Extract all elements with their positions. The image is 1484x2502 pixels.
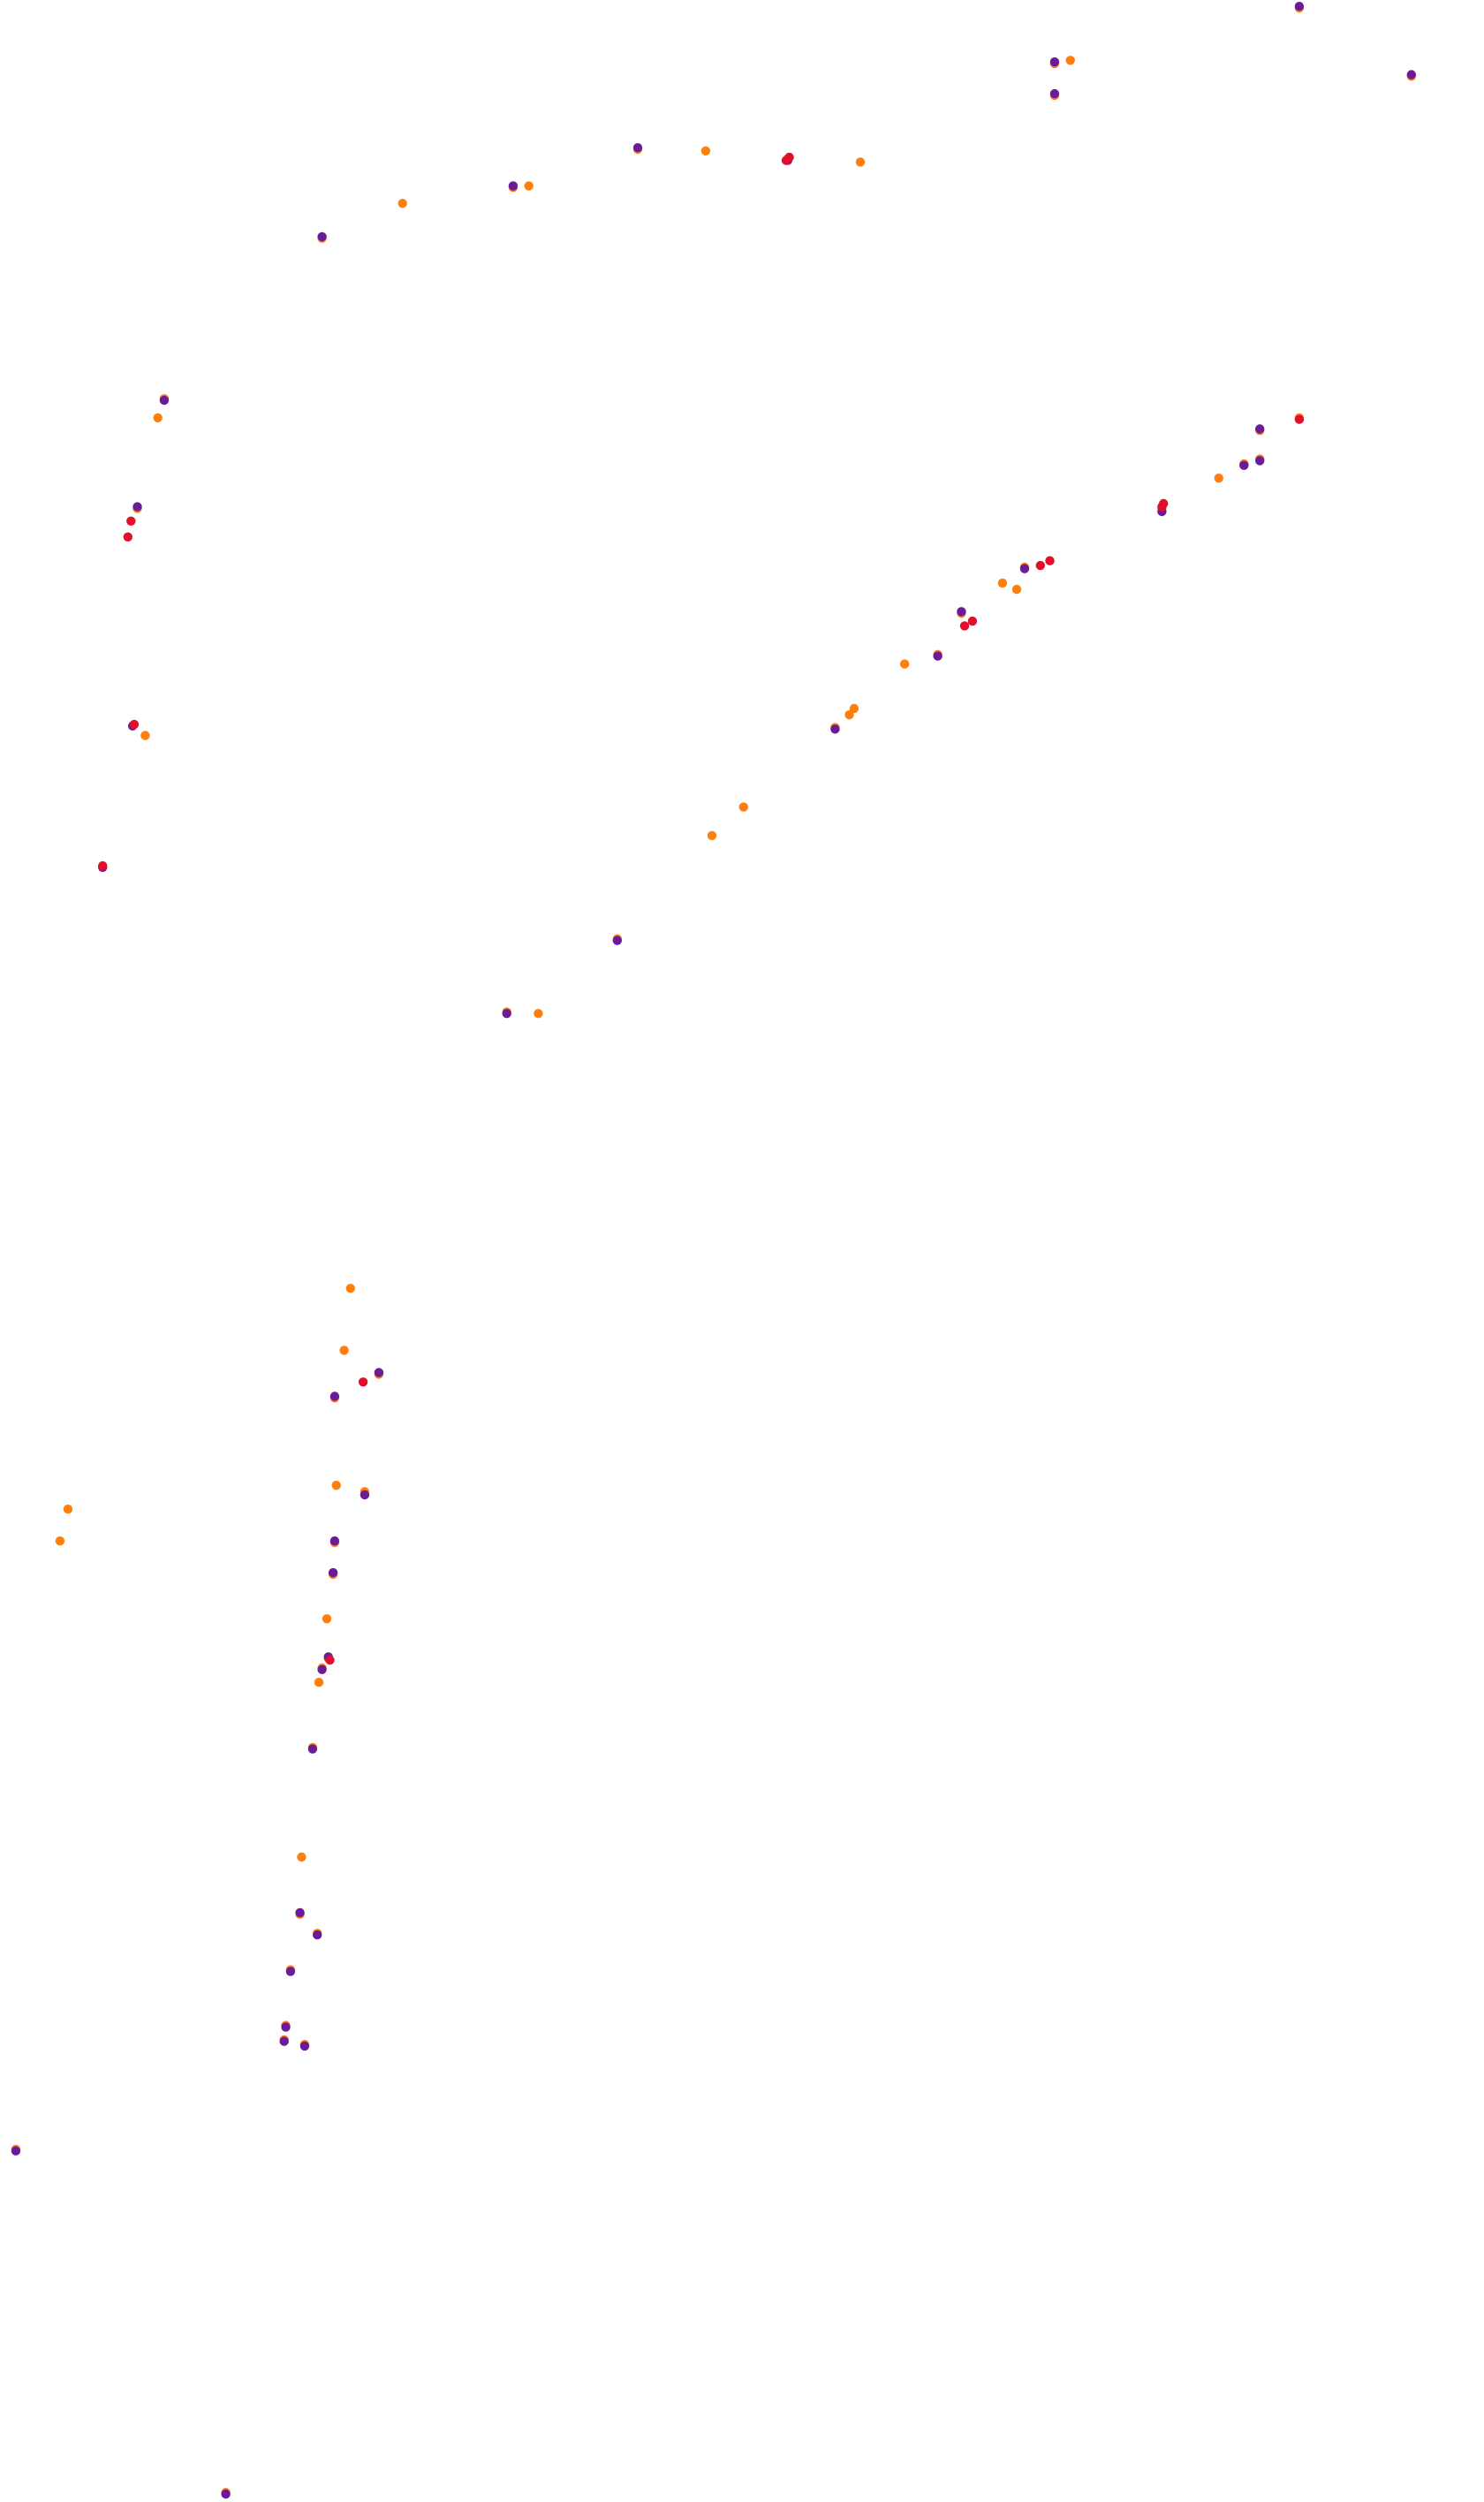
data-point-orange-6	[700, 146, 711, 155]
series-orange	[11, 3, 1417, 2498]
data-point-orange-37	[345, 1284, 355, 1293]
data-point-orange-28	[899, 659, 910, 669]
data-point-purple-33	[281, 2022, 291, 2032]
data-point-purple-3	[1049, 88, 1060, 99]
data-point-orange-24	[997, 578, 1008, 588]
data-point-purple-1	[1406, 70, 1417, 80]
data-point-orange-41	[63, 1505, 73, 1514]
data-point-orange-8	[855, 157, 866, 167]
data-point-orange-3	[1065, 56, 1075, 65]
data-point-purple-19	[830, 724, 840, 734]
series-purple	[11, 2, 1417, 2499]
data-point-orange-16	[140, 731, 150, 740]
data-point-purple-26	[328, 1567, 338, 1578]
data-point-red-10	[1035, 560, 1046, 571]
data-point-purple-13	[1239, 460, 1249, 470]
data-point-orange-30	[844, 709, 854, 720]
data-point-red-5	[98, 861, 108, 871]
data-point-red-11	[959, 621, 970, 631]
data-point-orange-32	[738, 802, 748, 812]
data-point-orange-29	[849, 703, 859, 714]
data-point-purple-24	[360, 1490, 370, 1500]
data-point-purple-14	[1255, 456, 1265, 466]
data-point-purple-20	[612, 936, 622, 945]
data-point-purple-6	[508, 181, 519, 191]
data-point-purple-25	[329, 1536, 340, 1546]
data-point-red-1	[784, 152, 794, 163]
data-point-purple-2	[1049, 57, 1060, 67]
data-point-purple-29	[307, 1744, 318, 1754]
data-point-orange-33	[707, 830, 717, 840]
data-point-purple-7	[317, 231, 327, 242]
data-point-purple-16	[1019, 564, 1030, 573]
data-point-purple-18	[933, 651, 943, 661]
data-point-purple-23	[329, 1391, 340, 1401]
data-point-purple-28	[317, 1664, 327, 1675]
data-point-orange-11	[398, 199, 407, 208]
data-point-orange-43	[331, 1481, 341, 1490]
data-point-red-4	[129, 719, 140, 730]
data-point-purple-8	[159, 395, 170, 406]
data-point-purple-0	[1294, 2, 1305, 11]
data-point-red-9	[1045, 556, 1055, 565]
data-point-orange-47	[322, 1614, 332, 1624]
data-point-red-13	[358, 1377, 368, 1387]
data-point-red-2	[126, 516, 136, 526]
data-point-purple-36	[11, 2146, 21, 2156]
data-point-orange-50	[314, 1678, 324, 1687]
data-point-purple-31	[313, 1930, 322, 1940]
series-red	[98, 152, 1305, 1665]
data-point-red-6	[1294, 414, 1305, 424]
data-point-orange-21	[1214, 474, 1223, 483]
data-point-purple-12	[1255, 424, 1265, 434]
data-point-red-8	[1157, 502, 1167, 512]
data-point-orange-14	[153, 413, 163, 423]
data-point-purple-17	[957, 607, 966, 617]
data-point-purple-30	[295, 1907, 305, 1918]
data-point-purple-21	[502, 1009, 511, 1019]
data-point-red-12	[967, 616, 978, 626]
data-point-orange-10	[524, 181, 534, 191]
data-point-purple-4	[632, 143, 643, 153]
data-point-orange-25	[1011, 584, 1022, 595]
data-point-purple-35	[299, 2041, 310, 2051]
data-point-purple-34	[279, 2036, 289, 2046]
data-point-purple-37	[221, 2489, 231, 2499]
data-point-orange-42	[55, 1536, 65, 1546]
data-point-red-14	[325, 1655, 335, 1665]
data-point-orange-38	[339, 1346, 349, 1355]
data-point-orange-36	[534, 1009, 543, 1019]
data-point-red-3	[123, 532, 132, 542]
data-point-purple-9	[132, 502, 142, 512]
data-point-purple-22	[374, 1368, 384, 1377]
data-point-orange-52	[297, 1852, 307, 1862]
data-point-purple-32	[285, 1967, 296, 1976]
